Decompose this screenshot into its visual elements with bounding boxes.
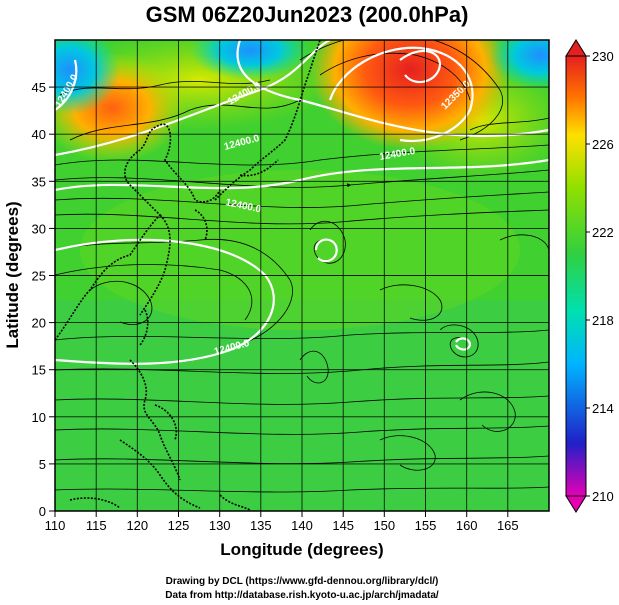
- x-tick-label: 145: [332, 518, 354, 533]
- graticule: [55, 40, 549, 511]
- x-tick-label: 165: [497, 518, 519, 533]
- x-tick-label: 140: [291, 518, 313, 533]
- x-axis: [54, 511, 509, 517]
- x-tick-label: 155: [415, 518, 437, 533]
- x-tick-label: 150: [373, 518, 395, 533]
- cold-anomaly-northeast: [490, 40, 549, 90]
- y-axis-title: Latitude (degrees): [3, 201, 22, 348]
- cold-anomaly-northwest: [55, 40, 120, 115]
- y-tick-label: 25: [32, 269, 46, 284]
- wind-streamlines: [55, 40, 549, 493]
- x-tick-label: 115: [86, 518, 107, 533]
- y-tick-label: 5: [39, 457, 46, 472]
- colorbar-top-triangle: [565, 39, 587, 57]
- colorbar-label: 230: [592, 49, 614, 64]
- x-tick-label: 160: [456, 518, 478, 533]
- y-tick-label: 40: [32, 127, 46, 142]
- colorbar-label: 226: [592, 137, 614, 152]
- colorbar-label: 218: [592, 313, 614, 328]
- x-tick-label: 125: [168, 518, 190, 533]
- x-tick-label: 135: [250, 518, 272, 533]
- credit-drawing: Drawing by DCL (https://www.gfd-dennou.o…: [166, 576, 439, 587]
- x-tick-label: 130: [209, 518, 231, 533]
- colorbar-label: 222: [592, 225, 614, 240]
- colorbar-bottom-triangle: [565, 495, 587, 513]
- colorbar-gradient: [566, 56, 586, 496]
- y-tick-label: 35: [32, 174, 46, 189]
- y-tick-label: 20: [32, 316, 46, 331]
- y-tick-label: 0: [39, 504, 46, 519]
- y-tick-label: 10: [32, 410, 46, 425]
- x-tick-labels: 110 115 120 125 130 135 140 145 150 155 …: [45, 518, 519, 533]
- coastlines: [55, 40, 321, 511]
- credit-data: Data from http://database.rish.kyoto-u.a…: [165, 590, 439, 601]
- colorbar-label: 210: [592, 489, 614, 504]
- x-tick-label: 110: [45, 518, 66, 533]
- map-title: GSM 06Z20Jun2023 (200.0hPa): [146, 2, 469, 27]
- plot-area: 12400.0 12400.0 12400.0 12400.0 12400.0 …: [55, 40, 549, 511]
- y-tick-label: 45: [32, 80, 46, 95]
- colorbar-label: 214: [592, 401, 614, 416]
- y-axis: [49, 86, 55, 512]
- x-axis-title: Longitude (degrees): [220, 540, 383, 559]
- y-tick-label: 30: [32, 221, 46, 236]
- y-tick-labels: 0 5 10 15 20 25 30 35 40 45: [32, 80, 46, 519]
- height-contours: [55, 40, 549, 365]
- y-tick-label: 15: [32, 363, 46, 378]
- colorbar: 230 226 222 218 214 210: [565, 39, 614, 513]
- x-tick-label: 120: [126, 518, 148, 533]
